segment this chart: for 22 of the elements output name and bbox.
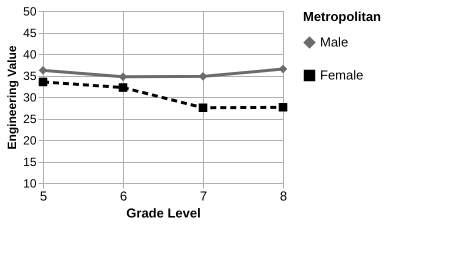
y-tick-label: 30: [23, 90, 37, 104]
y-tick-label: 35: [23, 69, 37, 83]
y-tick-label: 45: [23, 26, 37, 40]
x-axis-title: Grade Level: [126, 206, 201, 220]
y-tick-label: 50: [23, 4, 37, 18]
y-tick-label: 20: [23, 134, 37, 148]
x-tick-label: 8: [280, 188, 288, 204]
y-tick-label: 15: [23, 155, 37, 169]
y-tick-label: 40: [23, 48, 37, 62]
legend-label: Female: [320, 68, 364, 82]
point: [118, 83, 128, 92]
point: [198, 104, 208, 112]
x-tick-label: 7: [200, 188, 208, 204]
x-tick-label: 5: [40, 188, 48, 204]
point: [278, 103, 288, 112]
legend-label: Male: [320, 34, 348, 50]
x-tick-label: 6: [120, 188, 128, 204]
legend-title: Metropolitan: [303, 9, 382, 24]
y-tick-label: 10: [23, 176, 37, 190]
y-tick-label: 25: [23, 112, 37, 126]
point: [278, 64, 288, 74]
y-axis-title: Engineering Value: [5, 45, 20, 150]
